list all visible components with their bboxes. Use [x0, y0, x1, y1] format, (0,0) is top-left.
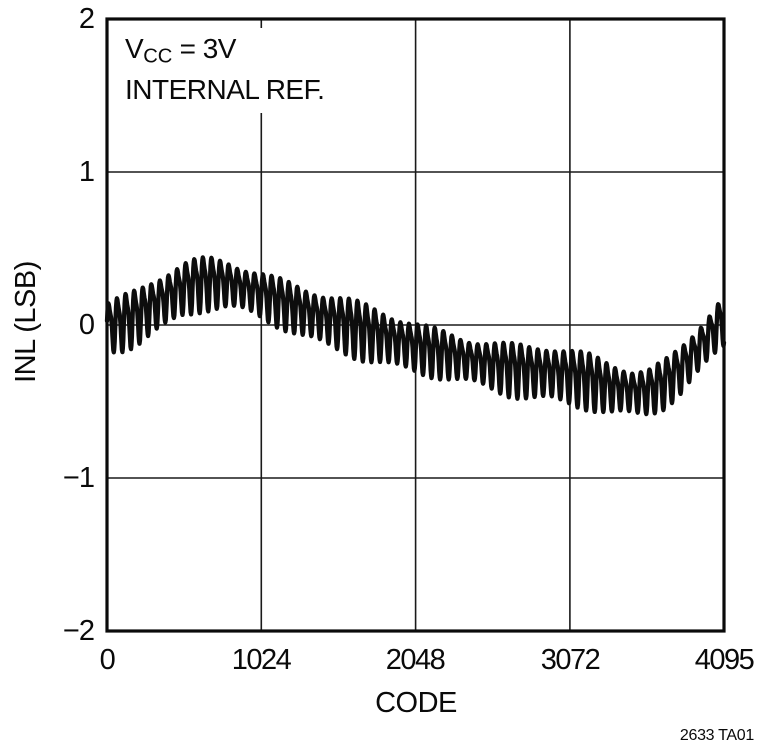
x-tick-label: 0	[99, 644, 116, 676]
ref-condition: INTERNAL REF.	[125, 74, 325, 106]
inl-trace	[104, 255, 727, 417]
vcc-condition: VCC = 3V	[125, 33, 236, 68]
y-tick-label: 0	[78, 309, 95, 341]
y-tick-label: −1	[62, 462, 95, 494]
y-axis-label: INL (LSB)	[10, 261, 42, 383]
x-tick-label: 1024	[231, 644, 292, 676]
y-tick-label: 2	[78, 3, 95, 35]
vcc-subscript: CC	[143, 45, 173, 68]
y-tick-label: −2	[62, 615, 95, 647]
figure-caption: 2633 TA01	[679, 727, 754, 744]
y-tick-label: 1	[78, 156, 95, 188]
plot-frame	[105, 17, 726, 633]
x-tick-label: 3072	[540, 644, 601, 676]
x-axis-label: CODE	[375, 687, 457, 719]
conditions-annotation: VCC = 3V INTERNAL REF.	[119, 28, 335, 114]
x-tick-label: 2048	[385, 644, 446, 676]
x-tick-label: 4095	[694, 644, 755, 676]
